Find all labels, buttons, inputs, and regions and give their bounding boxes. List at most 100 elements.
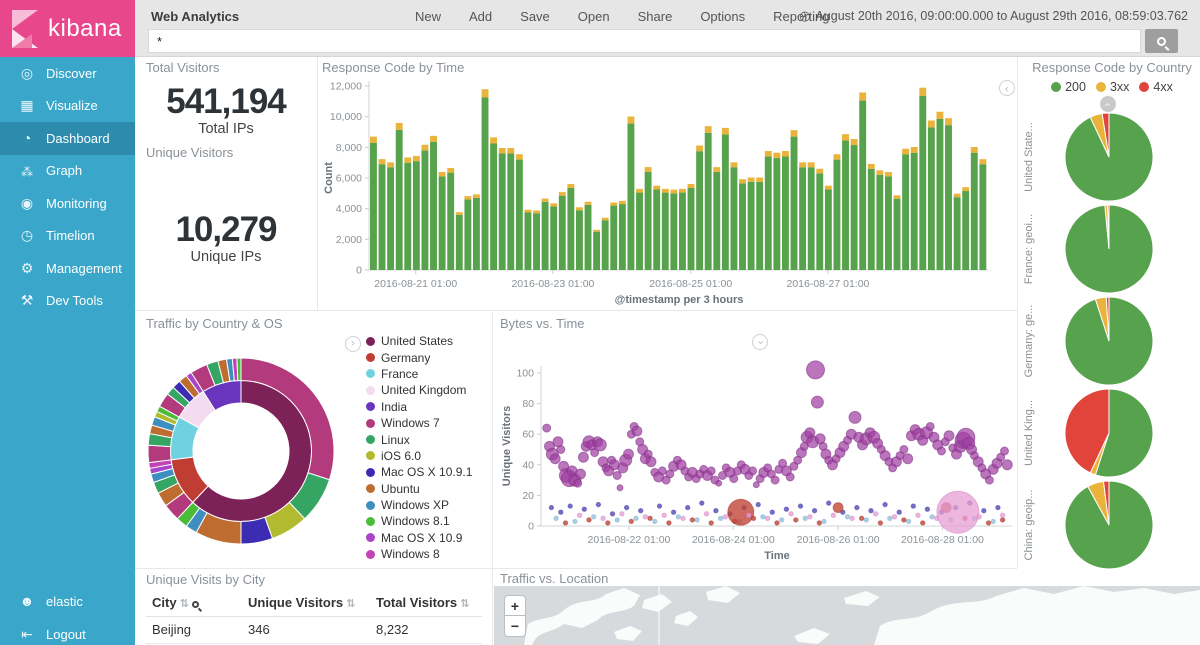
svg-text:2016-08-23 01:00: 2016-08-23 01:00 [511,278,594,290]
column-header-unique-visitors[interactable]: Unique Visitors ⇅ [242,590,370,617]
city-table: City ⇅ Unique Visitors ⇅ Total Visitors ⇅ B… [146,590,482,644]
user-label: elastic [46,593,83,609]
legend-item-mac-os-x-10-9[interactable]: Mac OS X 10.9 [366,530,472,546]
bytes-vs-time-title: Bytes vs. Time [500,316,585,331]
unique-visitors-value: 10,279 [175,210,277,249]
response-code-by-time-chart[interactable]: 0 2,000 4,000 6,000 8,000 10,000 12,000 2016-08… [320,72,1017,308]
legend-item-200[interactable]: 200 [1051,80,1086,94]
legend-dot [366,516,375,526]
panel-divider [317,57,318,310]
legend-item-4xx[interactable]: 4xx [1139,80,1173,94]
country-pie-4[interactable] [1064,388,1154,478]
menu-item-share[interactable]: Share [637,9,673,24]
sidebar-item-label: Timelion [46,228,95,244]
collapse-down-button[interactable]: › [752,334,768,350]
traffic-by-country-os-chart[interactable] [142,352,340,550]
column-header-total-visitors[interactable]: Total Visitors ⇅ [370,590,482,617]
country-pie-2[interactable] [1064,204,1154,294]
sidebar-item-timelion[interactable]: Timelion [0,220,135,253]
legend-item-windows-8-1[interactable]: Windows 8.1 [366,513,472,529]
total-visitors-label: Total IPs [198,121,254,137]
scatter-series-main [542,360,1013,492]
legend-dot [366,385,375,395]
sort-icon: ⇅ [179,598,189,610]
total-visitors-value: 541,194 [166,82,287,121]
country-pie-1[interactable] [1064,112,1154,202]
legend-item-india[interactable]: India [366,399,472,415]
svg-text:Unique Visitors: Unique Visitors [501,406,513,486]
sidebar-item-dashboard[interactable]: Dashboard [0,122,135,155]
menu-item-reporting[interactable]: Reporting [773,9,830,24]
pie-country-label: United State... [1023,122,1035,192]
response-code-by-time-title: Response Code by Time [322,60,465,75]
legend-dot [366,336,375,346]
sidebar-item-management[interactable]: Management [0,252,135,285]
sort-icon: ⇅ [346,598,356,610]
legend-item-windows-xp[interactable]: Windows XP [366,497,472,513]
total-visitors-title: Total Visitors [146,60,220,75]
svg-text:2016-08-22 01:00: 2016-08-22 01:00 [587,534,670,546]
menu-item-new[interactable]: New [415,9,442,24]
cell-unique-visitors: 346 [242,616,370,644]
legend-item-ubuntu[interactable]: Ubuntu [366,481,472,497]
column-header-city[interactable]: City ⇅ [146,590,242,617]
svg-text:2016-08-28 01:00: 2016-08-28 01:00 [901,534,984,546]
menu-item-open[interactable]: Open [577,9,610,24]
menu-item-add[interactable]: Add [469,9,493,24]
legend-item-france[interactable]: France [366,366,472,382]
sidebar-item-monitoring[interactable]: Monitoring [0,187,135,220]
collapse-left-button[interactable]: › [999,80,1015,96]
world-map[interactable]: + − [494,586,1200,645]
zoom-out-button[interactable]: − [504,616,526,637]
country-pie-3[interactable] [1064,296,1154,386]
wrench-icon [14,292,40,309]
legend-dot [366,353,375,363]
search-button[interactable] [1145,29,1178,53]
svg-text:60: 60 [522,429,534,441]
svg-text:100: 100 [516,368,534,380]
expand-legend-button[interactable]: › [345,336,361,352]
search-input[interactable] [148,29,1141,53]
kibana-logo[interactable]: kibana [0,0,135,57]
svg-text:2016-08-26 01:00: 2016-08-26 01:00 [797,534,880,546]
legend-item-mac-os-x-10-9-1[interactable]: Mac OS X 10.9.1 [366,464,472,480]
time-picker[interactable]: ◴ August 20th 2016, 09:00:00.000 to Augu… [799,8,1188,24]
sidebar-item-graph[interactable]: Graph [0,155,135,188]
traffic-vs-location-title: Traffic vs. Location [500,571,609,586]
pie-country-label: China: geoip... [1023,489,1035,561]
pie-country-label: France: geoi... [1023,213,1035,285]
sidebar-item-discover[interactable]: Discover [0,57,135,90]
bytes-vs-time-chart[interactable]: 0 20 40 60 80 100 2016-08-22 01:00 2016-08-24 0… [498,328,1017,565]
sidebar-user-elastic[interactable]: elastic [0,585,135,617]
legend-item-united-states[interactable]: United States [366,333,472,349]
country-pie-5[interactable] [1064,480,1154,570]
gear-icon [14,260,40,277]
time-range-label: August 20th 2016, 09:00:00.000 to August… [815,9,1188,23]
scatter-series-low-pink [576,490,1006,534]
legend-item-3xx[interactable]: 3xx [1095,80,1129,94]
bar-series-3xx [370,87,987,232]
sidebar-item-dev-tools[interactable]: Dev Tools [0,285,135,318]
sidebar-item-visualize[interactable]: Visualize [0,90,135,123]
svg-text:20: 20 [522,490,534,502]
panel-divider [492,312,493,645]
svg-text:10,000: 10,000 [330,111,362,123]
legend-item-windows-7[interactable]: Windows 7 [366,415,472,431]
legend-item-united-kingdom[interactable]: United Kingdom [366,382,472,398]
legend-item-ios-6-0[interactable]: iOS 6.0 [366,448,472,464]
menu-item-save[interactable]: Save [520,9,550,24]
sidebar-logout[interactable]: Logout [0,618,135,645]
legend-item-linux[interactable]: Linux [366,431,472,447]
collapse-up-button[interactable]: › [1100,96,1116,112]
panel-divider [1017,57,1018,568]
logout-icon [14,626,40,643]
legend-dot [366,467,375,477]
legend-dot [366,484,375,494]
menu-item-options[interactable]: Options [700,9,746,24]
sidebar-item-label: Management [46,260,122,276]
search-bar [148,29,1188,53]
zoom-in-button[interactable]: + [504,595,526,616]
legend-item-windows-8[interactable]: Windows 8 [366,546,472,562]
legend-item-germany[interactable]: Germany [366,349,472,365]
dashboard-title: Web Analytics [151,9,240,24]
